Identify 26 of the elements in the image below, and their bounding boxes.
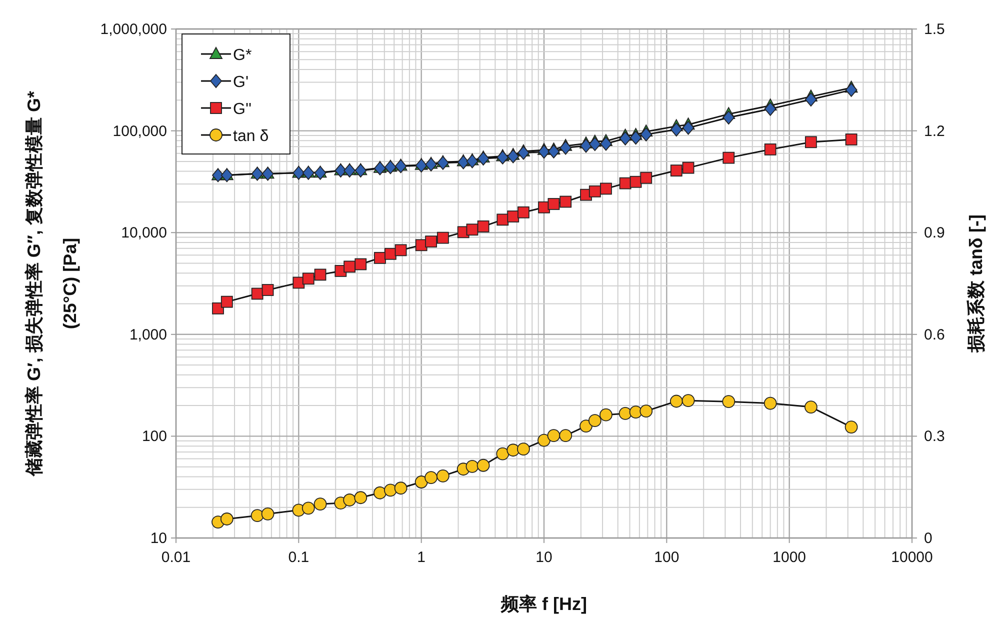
x-tick-label: 10000	[891, 549, 933, 566]
y2-tick-label: 0.6	[924, 326, 945, 344]
y2-tick-label: 1.5	[924, 21, 945, 38]
x-tick-label: 100	[654, 549, 680, 566]
y-axis-title: 储藏弹性率 G′, 损失弹性率 G′′, 复数弹性模量 G* (25°C) [Pa]	[24, 91, 80, 477]
legend-label: G*	[233, 47, 252, 64]
y2-tick-label: 0	[924, 530, 932, 547]
y2-tick-label: 1.2	[924, 122, 945, 140]
y-tick-label: 1,000	[129, 326, 167, 344]
x-tick-label: 10	[536, 549, 552, 566]
y-tick-label: 1,000,000	[100, 21, 167, 38]
x-axis-title: 频率 f [Hz]	[500, 594, 587, 614]
legend-label: G'	[233, 74, 248, 91]
x-tick-label: 0.1	[288, 549, 310, 566]
y-tick-label: 100	[142, 428, 167, 446]
x-tick-label: 0.01	[161, 549, 191, 566]
y2-tick-label: 0.3	[924, 428, 945, 446]
y-tick-label: 10,000	[121, 224, 167, 242]
x-tick-label: 1	[417, 549, 426, 566]
y-tick-label: 10	[150, 530, 167, 547]
y-tick-label: 100,000	[112, 122, 167, 140]
x-tick-label: 1000	[772, 549, 806, 566]
y2-tick-label: 0.9	[924, 224, 945, 242]
legend-label: G''	[233, 101, 252, 118]
legend-label: tan δ	[233, 128, 269, 145]
y2-axis-title: 损耗系数 tanδ [-]	[966, 214, 986, 354]
